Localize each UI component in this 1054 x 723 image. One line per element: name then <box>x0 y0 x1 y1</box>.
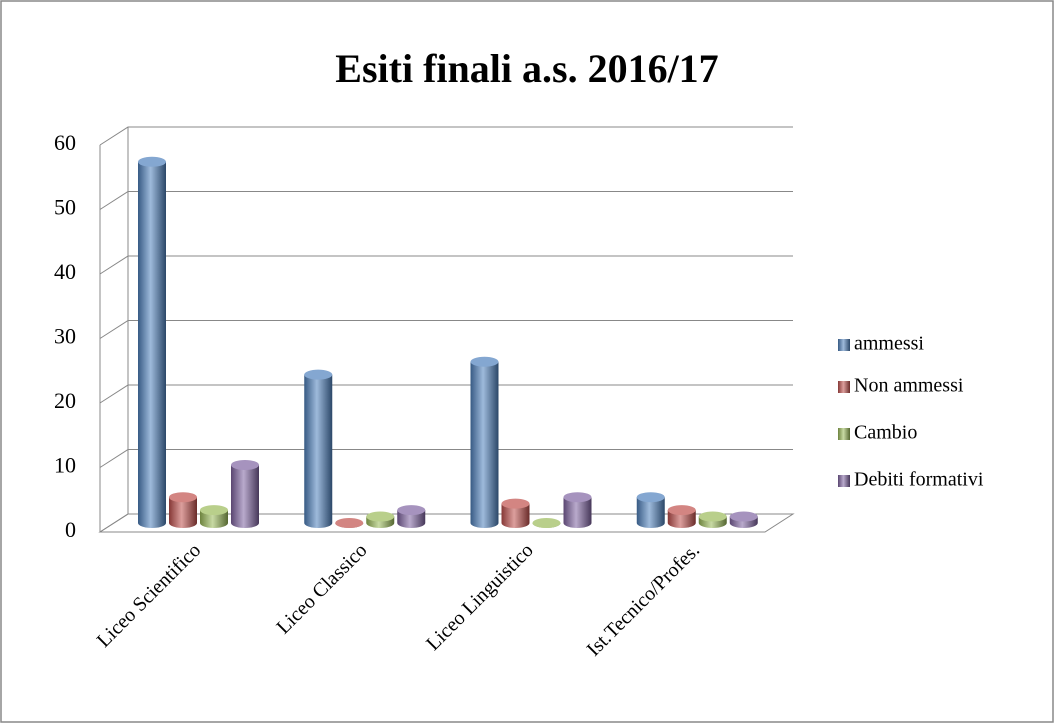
bar-top <box>304 369 333 380</box>
bar-top <box>532 518 561 528</box>
bar-body <box>200 510 228 528</box>
bar <box>169 492 197 528</box>
bar-top <box>501 498 530 509</box>
y-tick-label: 50 <box>54 195 76 220</box>
grid-line <box>99 384 793 404</box>
bar-top <box>397 505 426 516</box>
bar-top <box>667 505 696 516</box>
y-tick-label: 0 <box>65 517 76 542</box>
bar-top <box>729 511 758 522</box>
bar <box>397 505 426 528</box>
bar-body <box>169 497 197 528</box>
bar <box>231 459 259 528</box>
grid-line <box>99 191 793 210</box>
bar <box>304 369 333 528</box>
bar-body <box>501 503 530 528</box>
y-tick-label: 30 <box>54 324 76 349</box>
bar <box>636 492 665 528</box>
bar-body <box>470 361 499 528</box>
bar-top <box>563 492 592 503</box>
legend-label: Cambio <box>854 422 917 444</box>
grid-line <box>99 449 793 468</box>
bar <box>501 498 530 528</box>
bar <box>729 511 758 528</box>
bar-top <box>698 511 727 522</box>
legend-swatch <box>838 475 850 487</box>
bar <box>138 156 166 529</box>
bar <box>335 518 364 528</box>
legend-label: Debiti formativi <box>854 469 984 491</box>
bar <box>200 505 228 528</box>
bar-body <box>231 464 259 528</box>
y-tick-label: 60 <box>54 130 76 155</box>
y-tick-label: 10 <box>54 453 76 478</box>
legend-swatch <box>838 339 850 351</box>
bar <box>563 492 592 528</box>
bar-body <box>667 510 696 528</box>
bar <box>667 505 696 528</box>
bar-body <box>138 161 166 529</box>
legend-label: Non ammessi <box>854 375 964 397</box>
bar-body <box>636 497 665 528</box>
bar-top <box>470 356 499 367</box>
bar-top <box>636 492 665 503</box>
bar <box>698 511 727 528</box>
bar-top <box>169 492 197 503</box>
grid-line <box>99 320 793 339</box>
bar-body <box>304 374 333 528</box>
bar-body <box>563 497 592 528</box>
chart-title: Esiti finali a.s. 2016/17 <box>335 46 718 91</box>
grid-line <box>99 126 793 146</box>
bar-top <box>138 156 166 167</box>
bar-top <box>200 505 228 516</box>
y-tick-label: 40 <box>54 259 76 284</box>
grid-line <box>99 255 793 275</box>
legend-swatch <box>838 381 850 393</box>
bar-top <box>335 518 364 528</box>
bar <box>532 518 561 528</box>
y-tick-label: 20 <box>54 388 76 413</box>
bar-top <box>231 459 259 470</box>
bar <box>470 356 499 528</box>
bar <box>366 511 395 528</box>
legend-swatch <box>838 428 850 440</box>
bar-body <box>397 510 426 528</box>
bar-top <box>366 511 395 522</box>
legend-label: ammessi <box>854 333 924 355</box>
